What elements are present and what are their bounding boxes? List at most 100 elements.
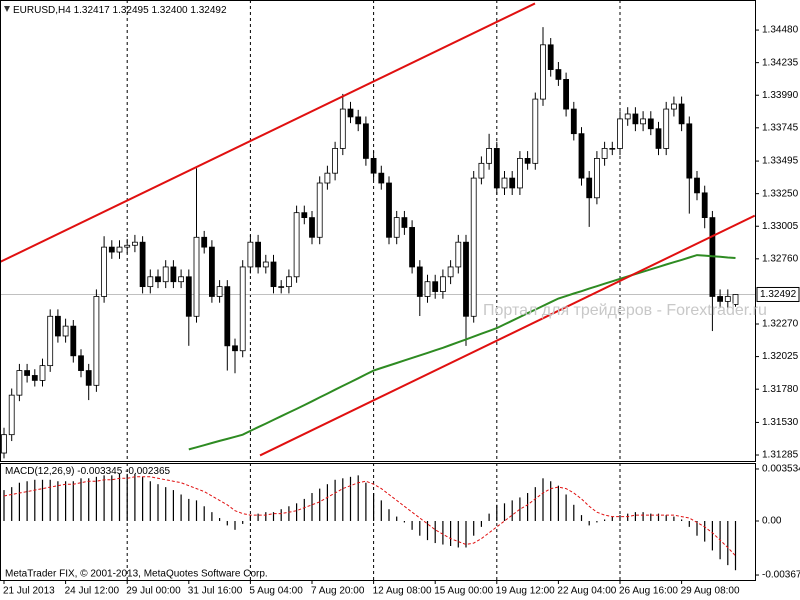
x-tick-label: 22 Aug 04:00 <box>557 586 616 597</box>
candle-body <box>270 261 277 288</box>
candle-body <box>255 241 262 268</box>
candle-body <box>563 79 569 110</box>
candle-body <box>470 177 477 317</box>
chart-header: EURUSD,H4 1.32417 1.32495 1.32400 1.3249… <box>13 5 227 16</box>
candle-body <box>432 281 439 292</box>
candle-body <box>316 182 323 238</box>
candle-body <box>309 217 315 238</box>
indicator-y-tick-label: 0.00 <box>762 516 782 527</box>
candle-body <box>594 158 600 199</box>
candle-body <box>601 148 608 159</box>
candle-body <box>671 103 677 110</box>
candle-body <box>24 370 31 376</box>
y-tick-label: 1.34480 <box>762 25 799 36</box>
candle-body <box>501 177 508 189</box>
y-tick-label: 1.31530 <box>762 417 799 428</box>
candle-body <box>193 236 200 317</box>
candle-body <box>362 123 369 159</box>
candle-body <box>586 177 593 199</box>
x-tick-label: 24 Jul 12:00 <box>65 586 120 597</box>
y-tick-label: 1.32760 <box>762 253 799 264</box>
candle-body <box>262 261 269 268</box>
indicator-name: MACD(12,26,9) <box>5 466 74 477</box>
candle-body <box>208 246 215 297</box>
candle-body <box>78 355 84 371</box>
x-tick-label: 5 Aug 04:00 <box>249 586 303 597</box>
candle-body <box>463 241 469 317</box>
close-value: 1.32492 <box>190 5 227 16</box>
candle-body <box>632 113 639 125</box>
candle-body <box>124 244 131 248</box>
candle-body <box>532 98 539 164</box>
candle-body <box>724 296 731 302</box>
y-tick-label: 1.32025 <box>762 351 799 362</box>
watermark: Портал для трейдеров - Forextrader.ru <box>483 302 767 319</box>
symbol: EURUSD,H4 <box>13 5 71 16</box>
candle-body <box>16 370 23 396</box>
price-panel-border <box>0 0 756 462</box>
candle-body <box>324 172 331 184</box>
y-tick-label: 1.31285 <box>762 450 799 461</box>
candle-body <box>547 44 554 70</box>
candle-body <box>717 296 723 302</box>
candle-body <box>239 266 246 352</box>
candle-body <box>301 212 308 218</box>
trend-line <box>259 214 755 457</box>
candle-body <box>370 158 377 174</box>
candle-body <box>155 276 161 283</box>
indicator-panel-border <box>0 463 756 581</box>
candle-body <box>678 103 685 125</box>
candle-body <box>139 241 146 288</box>
candle-body <box>386 182 392 238</box>
candle-body <box>247 241 254 268</box>
moving-average <box>188 254 736 451</box>
indicator-signal-value: -0.002365 <box>125 466 170 477</box>
x-tick-label: 29 Aug 08:00 <box>681 586 740 597</box>
y-tick-label: 1.33745 <box>762 122 799 133</box>
candle-body <box>185 276 192 317</box>
y-tick-label: 1.34235 <box>762 57 799 68</box>
candle-body <box>393 217 400 238</box>
candle-body <box>8 394 15 436</box>
candle-body <box>424 281 431 297</box>
candle-body <box>732 294 739 305</box>
candle-body <box>216 286 223 297</box>
candle-body <box>131 241 138 246</box>
x-tick-label: 7 Aug 20:00 <box>311 586 365 597</box>
candle-body <box>178 276 185 283</box>
open-value: 1.32417 <box>74 5 111 16</box>
candle-body <box>647 118 654 130</box>
candle-body <box>655 128 662 149</box>
candle-body <box>701 192 708 218</box>
candle-body <box>93 296 100 386</box>
candle-body <box>355 116 362 125</box>
x-tick-label: 26 Aug 16:00 <box>619 586 678 597</box>
candle-body <box>278 286 285 288</box>
candle-body <box>339 108 346 149</box>
candle-body <box>162 266 169 283</box>
x-tick-label: 19 Aug 12:00 <box>496 586 555 597</box>
x-tick-label: 21 Jul 2013 <box>3 586 55 597</box>
candle-body <box>509 177 516 189</box>
candle-body <box>108 246 115 253</box>
candle-body <box>224 286 231 347</box>
candle-body <box>85 370 92 386</box>
candle-body <box>570 108 577 135</box>
candle-body <box>447 266 454 278</box>
candle-body <box>47 315 54 367</box>
candle-body <box>439 276 446 292</box>
candle-body <box>486 148 493 164</box>
candle-body <box>694 177 700 194</box>
candle-body <box>232 345 238 352</box>
high-value: 1.32495 <box>113 5 150 16</box>
x-tick-label: 15 Aug 00:00 <box>434 586 493 597</box>
indicator-label: MACD(12,26,9) -0.003345 -0.002365 <box>5 466 171 477</box>
axes: 1.34480 1.34235 1.33990 1.33745 1.33495 1.332… <box>3 25 800 597</box>
candle-body <box>455 241 462 268</box>
y-tick-label: 1.33990 <box>762 90 799 101</box>
